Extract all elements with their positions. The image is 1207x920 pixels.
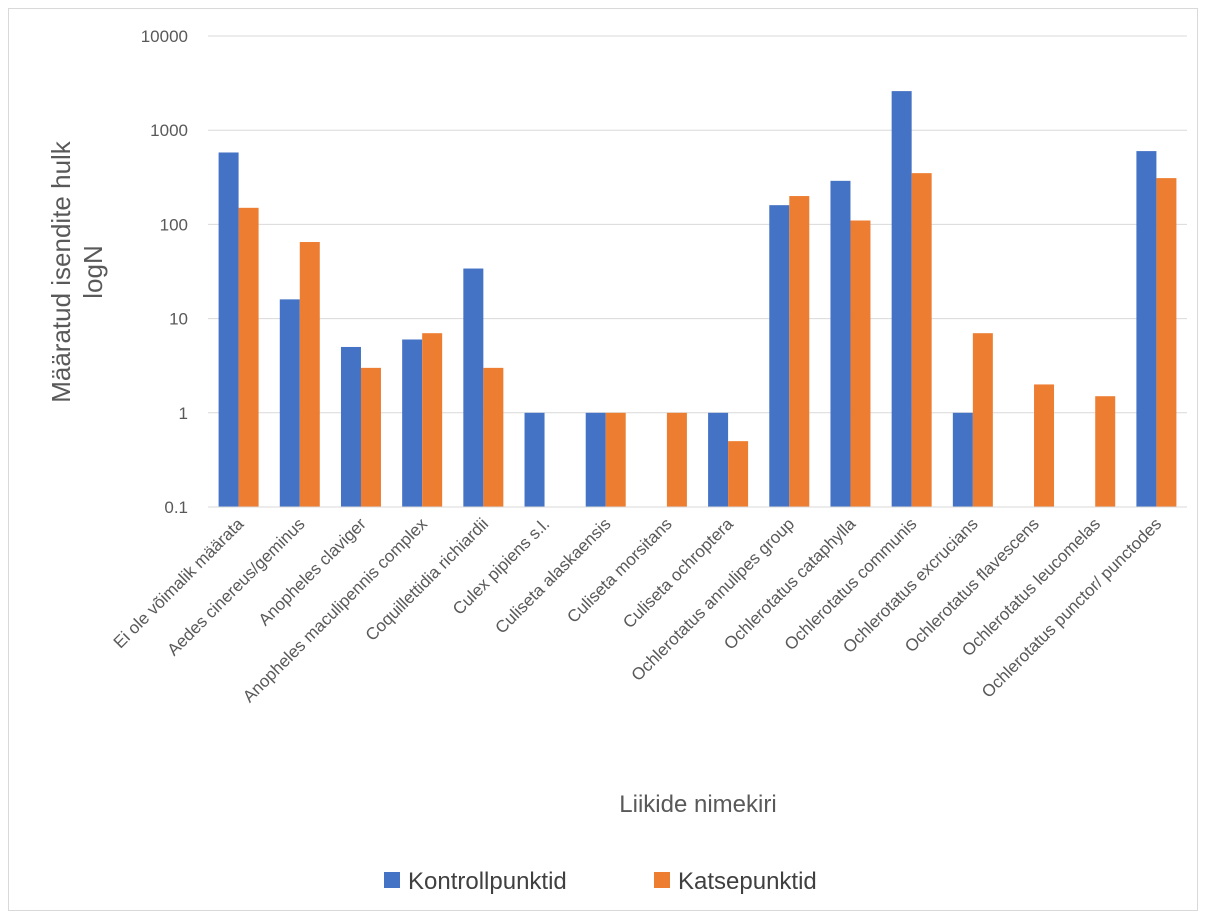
bar-kontrollpunktid — [402, 339, 423, 507]
legend: Kontrollpunktid Katsepunktid — [384, 868, 817, 895]
legend-swatch — [384, 872, 400, 888]
bar-katsepunktid — [972, 333, 993, 507]
bar-kontrollpunktid — [218, 152, 239, 507]
bar-katsepunktid — [360, 367, 381, 507]
y-axis-title-line: logN — [78, 245, 108, 298]
bar-katsepunktid — [483, 367, 504, 507]
bars — [218, 91, 1177, 508]
bar-kontrollpunktid — [891, 91, 912, 508]
y-tick-label: 0.1 — [164, 498, 188, 517]
bar-katsepunktid — [1156, 178, 1177, 508]
bar-kontrollpunktid — [708, 412, 729, 507]
bar-katsepunktid — [1095, 396, 1116, 507]
x-category-label: Culiseta alaskaensis — [492, 514, 615, 637]
bar-katsepunktid — [605, 412, 626, 507]
y-tick-label: 10000 — [141, 27, 188, 46]
x-category-label: Culiseta morsitans — [563, 514, 675, 626]
y-tick-label: 10 — [169, 310, 188, 329]
bar-kontrollpunktid — [279, 299, 300, 507]
bar-kontrollpunktid — [952, 412, 973, 507]
bar-katsepunktid — [850, 220, 871, 508]
x-category-label: Culiseta ochroptera — [619, 514, 737, 632]
legend-label: Katsepunktid — [678, 868, 817, 895]
bar-kontrollpunktid — [585, 412, 606, 507]
bar-kontrollpunktid — [524, 412, 545, 507]
y-tick-label: 1000 — [150, 121, 188, 140]
bar-katsepunktid — [911, 173, 932, 507]
y-tick-label: 1 — [179, 404, 188, 423]
bar-katsepunktid — [666, 412, 687, 507]
bar-katsepunktid — [728, 441, 749, 507]
y-axis-tick-labels: 0.1 1 10 100 1000 10000 — [141, 27, 188, 517]
bar-kontrollpunktid — [769, 205, 790, 508]
bar-katsepunktid — [1034, 384, 1055, 507]
legend-swatch — [654, 872, 670, 888]
bar-katsepunktid — [422, 333, 443, 507]
bar-kontrollpunktid — [340, 346, 361, 507]
x-axis-title: Liikide nimekiri — [619, 791, 776, 818]
bar-katsepunktid — [238, 207, 259, 508]
bar-katsepunktid — [299, 242, 320, 507]
bar-kontrollpunktid — [463, 268, 484, 507]
legend-label: Kontrollpunktid — [408, 868, 567, 895]
y-axis-title: Määratud isendite hulklogN — [46, 140, 108, 403]
y-tick-label: 100 — [160, 215, 188, 234]
bar-kontrollpunktid — [830, 180, 851, 507]
bar-katsepunktid — [789, 196, 810, 507]
bar-kontrollpunktid — [1136, 151, 1157, 508]
x-category-label: Anopheles claviger — [255, 514, 370, 629]
y-axis-title-line: Määratud isendite hulk — [46, 140, 76, 403]
x-category-label: Coquillettidia richiardii — [362, 514, 492, 644]
